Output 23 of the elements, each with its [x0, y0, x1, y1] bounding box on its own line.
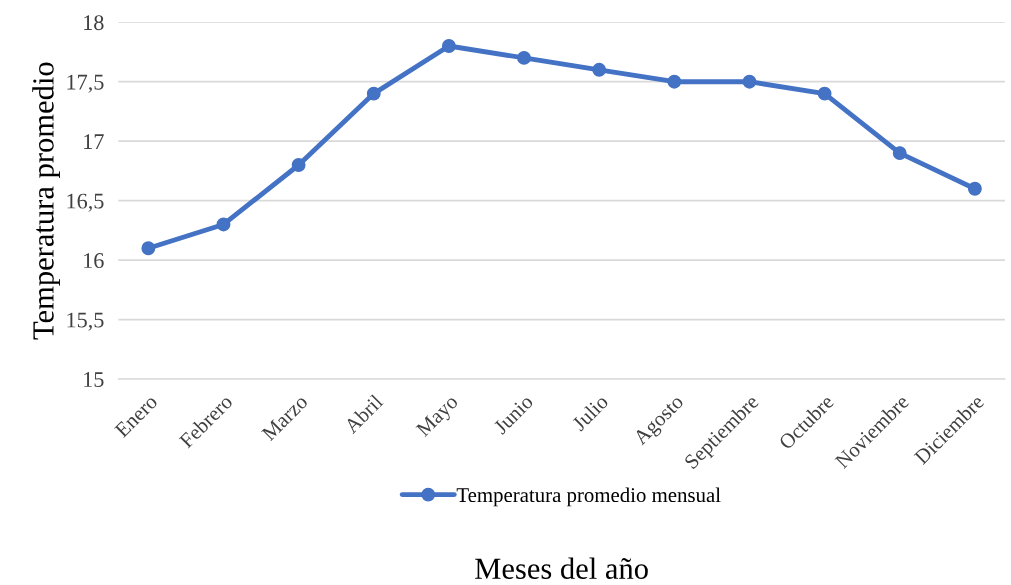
legend-label: Temperatura promedio mensual — [456, 487, 721, 507]
point — [141, 241, 156, 256]
point — [366, 86, 381, 101]
point — [742, 74, 757, 89]
y-tick-label: 15,5 — [67, 312, 104, 331]
point — [216, 217, 231, 232]
y-tick-label: 16 — [84, 253, 104, 269]
point — [967, 181, 982, 196]
x-tick-label: Julio — [570, 393, 609, 432]
y-tick-label: 17 — [84, 134, 104, 149]
point — [592, 62, 607, 77]
point — [817, 86, 832, 101]
y-tick-label: 17,5 — [67, 74, 104, 93]
x-axis-title: Meses del año — [475, 557, 648, 580]
y-tick-label: 15 — [84, 372, 104, 388]
y-tick-label: 16,5 — [67, 193, 104, 212]
point — [517, 50, 531, 65]
y-axis-title: Temperatura promedio — [32, 62, 60, 340]
point — [291, 158, 306, 172]
point — [892, 146, 907, 161]
y-tick-label: 18 — [84, 15, 104, 31]
point — [667, 74, 682, 89]
point — [441, 39, 456, 53]
